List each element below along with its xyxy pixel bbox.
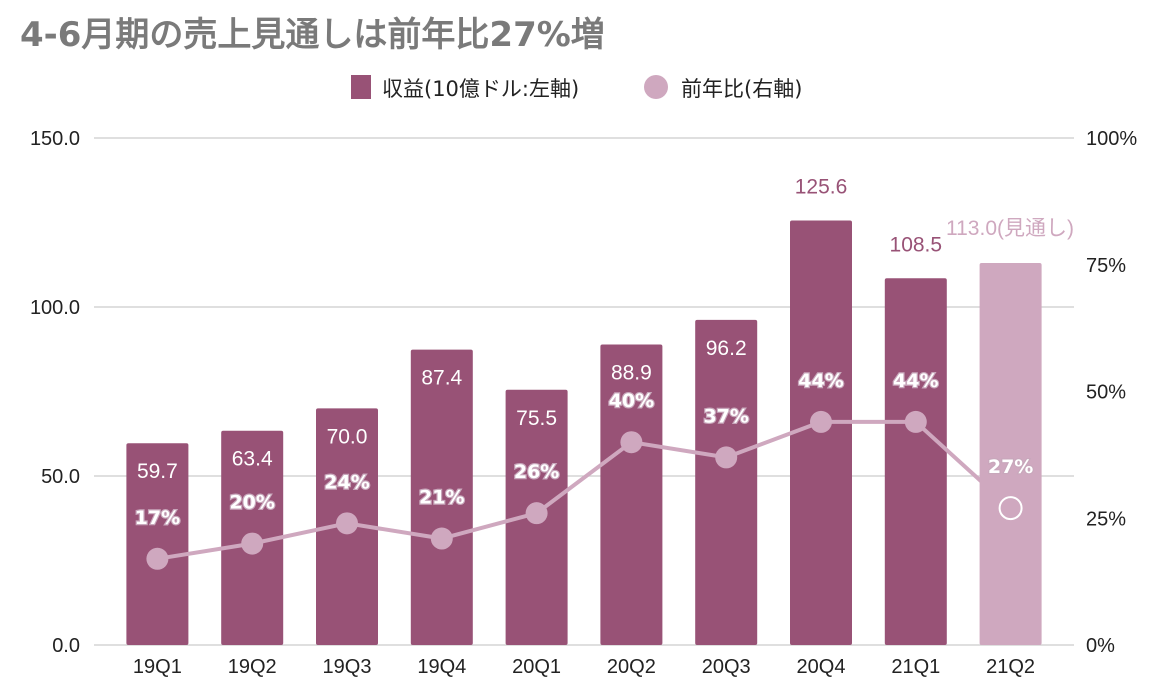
bar <box>695 319 758 645</box>
x-tick-label: 19Q1 <box>133 656 182 678</box>
yoy-value-label: 24% <box>324 471 369 493</box>
legend-swatch-yoy <box>644 75 668 99</box>
x-axis: 19Q1 19Q2 19Q3 19Q4 20Q1 20Q2 20Q3 20Q4 21Q1 21Q2 <box>133 656 1035 678</box>
x-tick-label: 20Q4 <box>797 656 846 678</box>
x-tick-label: 19Q3 <box>323 656 372 678</box>
bar <box>884 278 947 645</box>
y-right-tick-label: 50% <box>1086 382 1126 404</box>
yoy-point <box>146 547 169 570</box>
legend-swatch-revenue <box>351 75 371 99</box>
yoy-value-label: 27% <box>988 456 1033 478</box>
legend-label-revenue: 収益(10億ドル:左軸) <box>382 77 579 101</box>
bar-value-label: 87.4 <box>421 367 462 390</box>
y-left-tick-label: 50.0 <box>41 466 80 488</box>
y-axis-left: 0.0 50.0 100.0 150.0 <box>30 128 80 657</box>
x-tick-label: 20Q3 <box>702 656 751 678</box>
bar-value-label: 70.0 <box>327 425 368 448</box>
yoy-point <box>620 431 643 454</box>
bar-value-label: 108.5 <box>890 233 943 256</box>
chart-title: 4-6月期の売上見通しは前年比27%増 <box>20 15 605 55</box>
x-tick-label: 21Q2 <box>986 656 1035 678</box>
yoy-line-path <box>157 419 1012 561</box>
x-tick-label: 20Q2 <box>607 656 656 678</box>
yoy-point <box>904 410 927 433</box>
yoy-value-label: 20% <box>229 492 274 514</box>
y-right-tick-label: 75% <box>1086 255 1126 277</box>
y-right-tick-label: 100% <box>1086 128 1137 150</box>
y-right-tick-label: 25% <box>1086 508 1126 530</box>
bar-value-label: 59.7 <box>137 460 178 483</box>
yoy-value-label: 21% <box>419 487 464 509</box>
yoy-point <box>336 512 358 535</box>
bars <box>126 220 1042 646</box>
legend-label-yoy: 前年比(右軸) <box>681 77 802 101</box>
y-left-tick-label: 100.0 <box>30 297 80 319</box>
bar-value-label: 113.0(見通し) <box>946 217 1074 240</box>
yoy-point <box>241 532 264 555</box>
yoy-point <box>430 527 453 550</box>
x-tick-label: 20Q1 <box>512 656 561 678</box>
bar <box>126 443 189 645</box>
bar-value-label: 88.9 <box>611 362 652 385</box>
yoy-value-label: 40% <box>609 390 654 412</box>
y-left-tick-label: 150.0 <box>30 128 80 150</box>
bar <box>600 344 663 645</box>
yoy-value-label: 37% <box>703 405 748 427</box>
bar-value-label: 96.2 <box>706 337 747 360</box>
y-axis-right: 0% 25% 50% 75% 100% <box>1086 128 1137 657</box>
bar-value-label: 125.6 <box>795 175 848 198</box>
bar <box>410 349 473 645</box>
yoy-value-label: 26% <box>514 461 559 483</box>
y-right-tick-label: 0% <box>1086 635 1115 657</box>
legend: 収益(10億ドル:左軸) 前年比(右軸) <box>351 75 802 101</box>
yoy-point <box>715 446 738 469</box>
yoy-point <box>998 496 1023 521</box>
x-tick-label: 19Q4 <box>417 656 466 678</box>
data-labels: 59.7 63.4 70.0 87.4 75.5 88.9 96.2 125.6 108.511… <box>133 175 1074 530</box>
yoy-point <box>810 410 832 433</box>
bar-value-label: 75.5 <box>516 407 557 430</box>
yoy-value-label: 44% <box>798 370 843 392</box>
yoy-value-label: 17% <box>135 507 180 529</box>
bar <box>979 263 1042 645</box>
yoy-point <box>525 502 548 525</box>
y-left-tick-label: 0.0 <box>52 635 80 657</box>
x-tick-label: 21Q1 <box>891 656 940 678</box>
x-tick-label: 19Q2 <box>228 656 277 678</box>
yoy-line <box>146 410 1023 570</box>
yoy-value-label: 44% <box>893 370 938 392</box>
bar-value-label: 63.4 <box>232 448 273 471</box>
